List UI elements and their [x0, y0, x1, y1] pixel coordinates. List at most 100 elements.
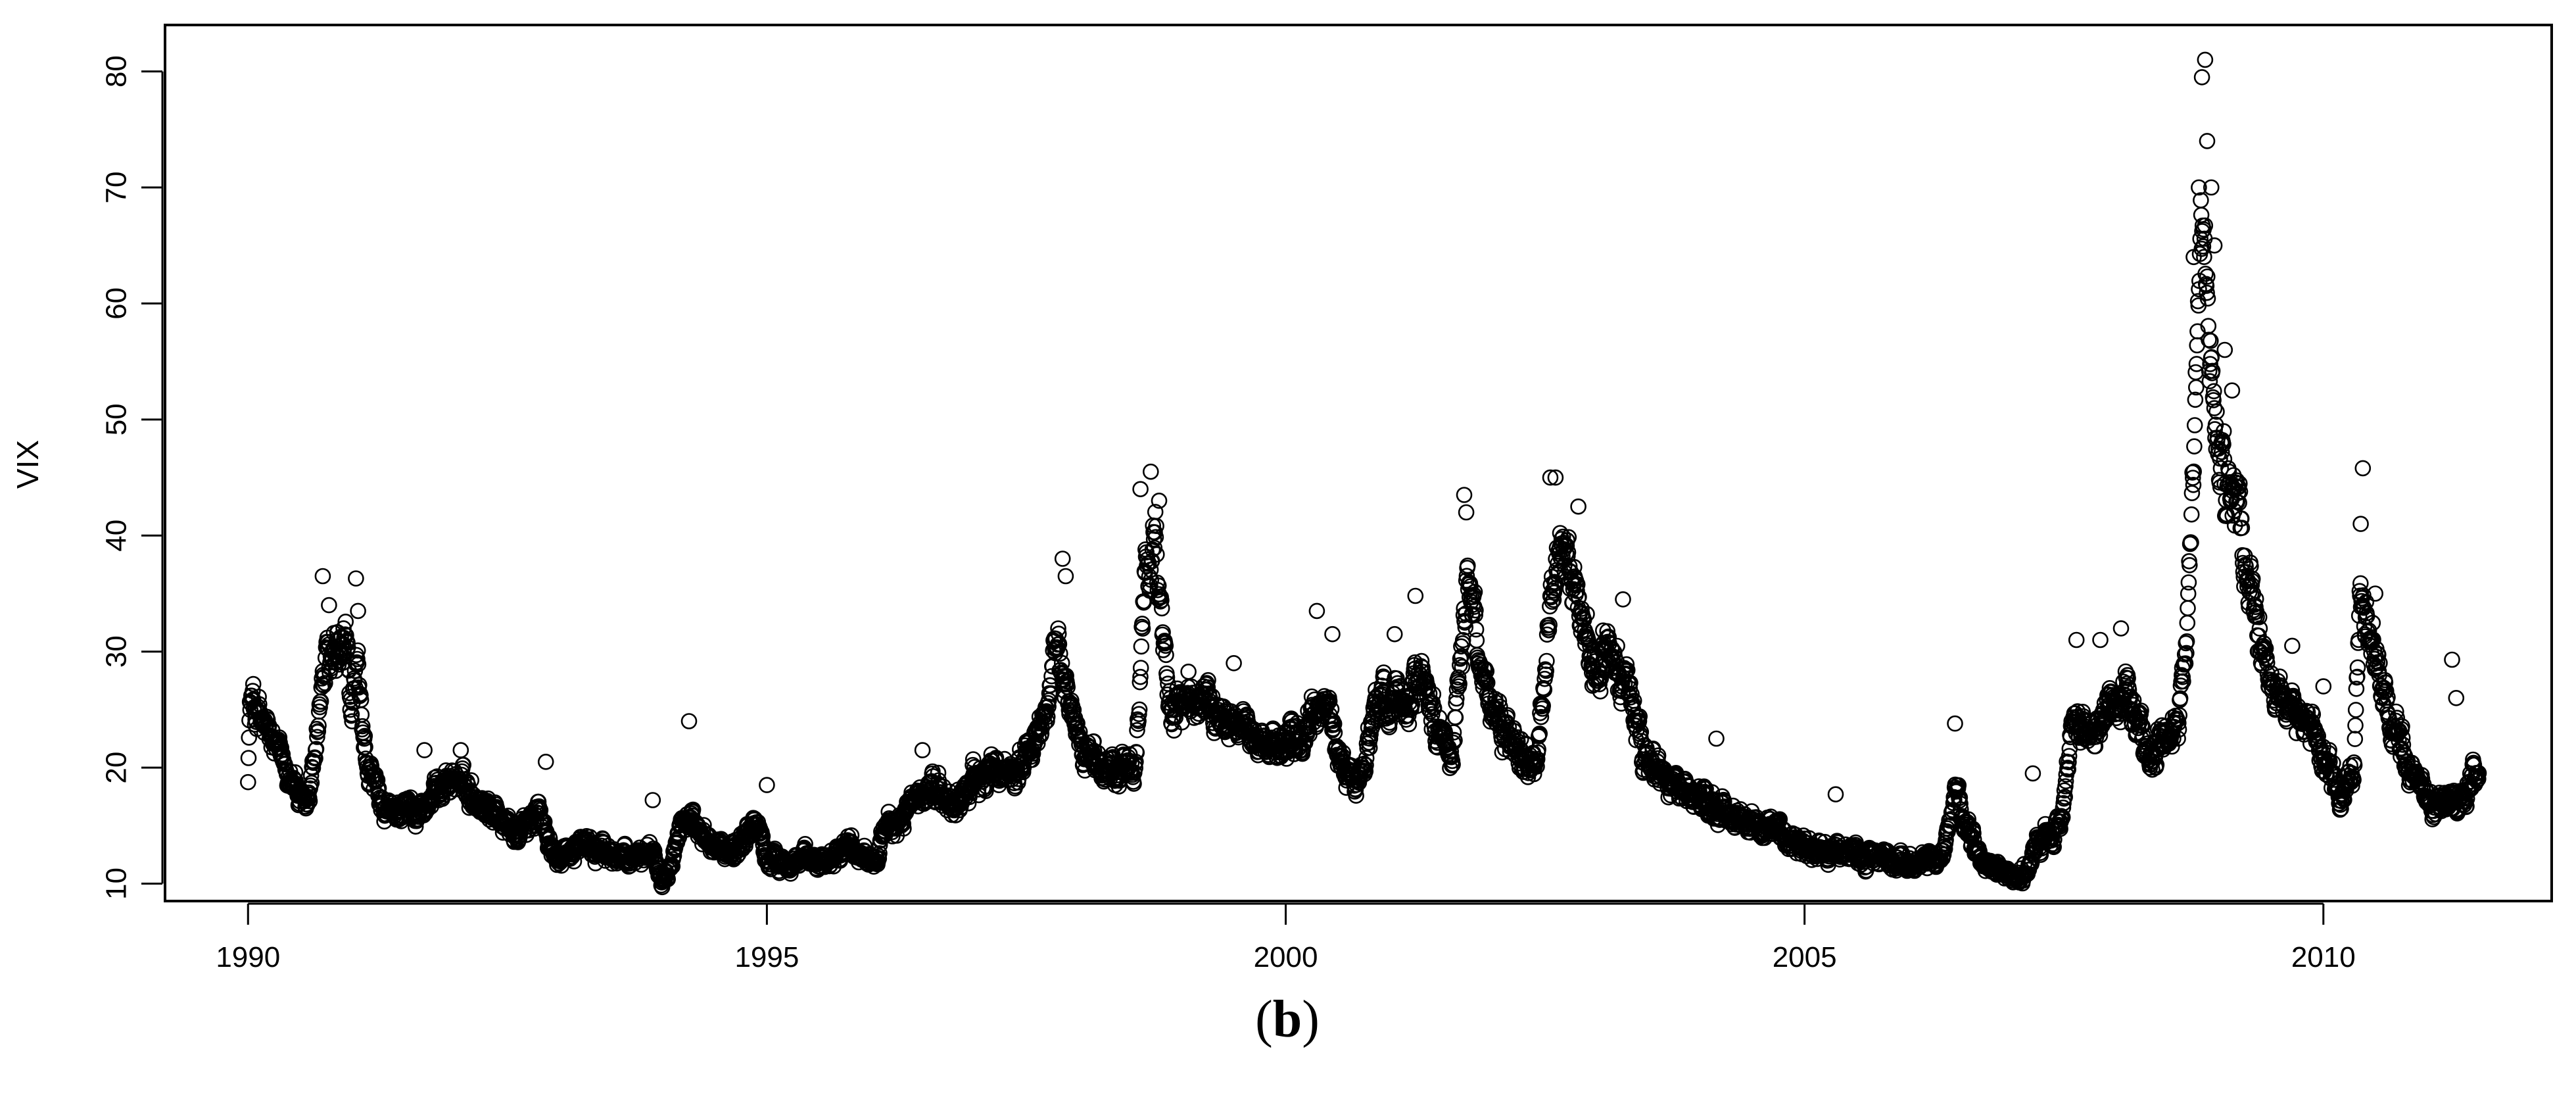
data-point: [2344, 777, 2360, 794]
data-point: [2352, 516, 2369, 532]
x-tick-label: 1995: [734, 941, 799, 973]
data-point: [369, 771, 386, 789]
data-point: [2060, 761, 2076, 778]
data-point: [1554, 528, 1571, 545]
data-point: [2183, 506, 2200, 523]
data-point: [304, 760, 322, 776]
x-tick-label: 2000: [1254, 941, 1318, 973]
data-point: [2228, 472, 2245, 489]
data-point: [2177, 655, 2194, 672]
data-point: [1007, 778, 1024, 795]
data-point: [1467, 621, 1485, 638]
data-point: [1453, 648, 1470, 664]
y-tick-label: 60: [100, 287, 132, 320]
data-point: [684, 801, 702, 818]
data-point: [1951, 789, 1968, 806]
data-point: [2197, 265, 2214, 282]
data-point: [2230, 485, 2247, 501]
data-point: [1133, 638, 1150, 655]
data-point: [1030, 729, 1047, 746]
data-point: [1071, 723, 1088, 741]
data-point: [2372, 654, 2388, 672]
data-point: [2347, 717, 2364, 734]
data-point: [1579, 606, 1595, 622]
data-point: [335, 620, 352, 637]
data-point: [1704, 784, 1721, 800]
data-point: [2188, 356, 2205, 372]
data-point: [1615, 591, 1631, 608]
data-point: [1538, 662, 1554, 679]
data-point: [2120, 681, 2137, 698]
data-point: [541, 830, 558, 847]
data-point: [1499, 707, 1515, 723]
data-point: [416, 742, 433, 758]
data-point: [1052, 645, 1068, 662]
data-point: [1618, 656, 1635, 673]
data-point: [2197, 217, 2214, 234]
data-point: [2068, 631, 2085, 648]
data-point: [2208, 403, 2225, 420]
data-point: [1129, 722, 1145, 739]
data-point: [1569, 576, 1586, 593]
data-point: [2231, 483, 2249, 500]
data-point: [2367, 585, 2383, 602]
data-point: [2183, 534, 2199, 551]
data-point: [310, 723, 327, 739]
data-point: [1153, 600, 1170, 617]
data-point: [2364, 614, 2381, 631]
data-point: [1057, 568, 1074, 585]
data-point: [337, 626, 354, 643]
data-point: [2444, 651, 2460, 668]
data-point: [2055, 795, 2072, 812]
data-point: [1050, 625, 1067, 642]
panel-label: (b): [1255, 991, 1320, 1048]
data-point: [259, 711, 276, 728]
y-tick-label: 30: [100, 635, 132, 668]
data-point: [2206, 383, 2222, 400]
data-point: [2112, 620, 2130, 637]
data-point: [1541, 616, 1558, 633]
data-point: [1110, 778, 1128, 795]
data-point: [2258, 654, 2276, 672]
data-point: [1460, 557, 1476, 574]
data-point: [2205, 392, 2222, 408]
data-point: [759, 777, 775, 793]
data-point: [2231, 495, 2247, 511]
data-point: [1442, 760, 1458, 776]
data-point: [2057, 789, 2073, 805]
data-point: [2272, 668, 2288, 685]
data-point: [245, 683, 261, 699]
data-point: [2206, 237, 2223, 254]
data-point: [2186, 417, 2203, 433]
data-point: [2199, 290, 2216, 307]
data-point: [1446, 732, 1463, 748]
data-point: [2346, 756, 2363, 773]
data-point: [914, 742, 931, 758]
data-point: [2197, 51, 2214, 68]
data-point: [364, 764, 381, 780]
x-tick-label: 2010: [2291, 941, 2356, 973]
data-point: [2470, 771, 2487, 787]
data-point: [1143, 463, 1159, 480]
data-point: [2148, 756, 2165, 773]
data-point: [1451, 675, 1467, 692]
data-point: [1400, 716, 1418, 733]
y-tick-label: 50: [100, 403, 132, 435]
data-point: [1467, 602, 1484, 619]
data-point: [2176, 656, 2193, 673]
data-points: [239, 51, 2487, 896]
data-point: [1157, 637, 1174, 654]
data-point: [1069, 715, 1085, 732]
data-point: [2024, 765, 2041, 782]
data-point: [2057, 778, 2074, 795]
data-point: [2394, 718, 2410, 735]
data-point: [1947, 715, 1963, 732]
data-point: [357, 739, 373, 756]
data-point: [1558, 537, 1575, 554]
data-point: [2092, 631, 2109, 648]
data-point: [354, 718, 371, 735]
data-point: [1413, 652, 1430, 670]
data-point: [2199, 268, 2216, 285]
